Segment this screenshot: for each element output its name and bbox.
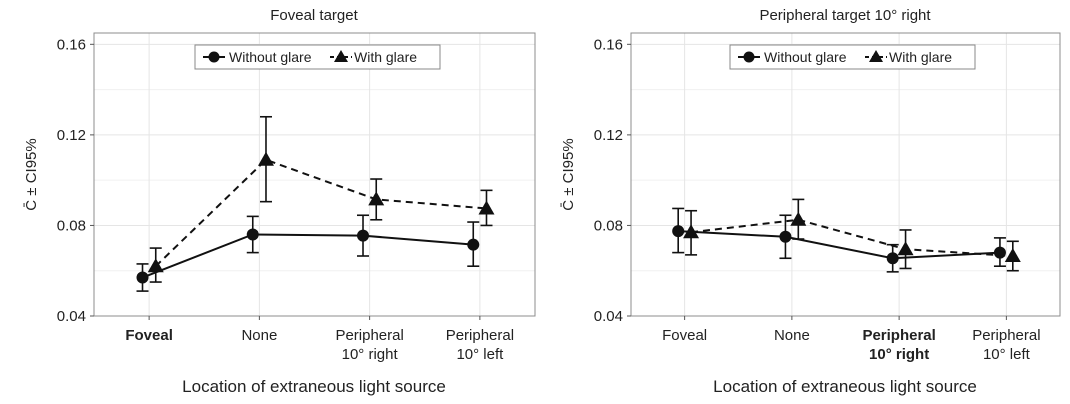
- chart-title: Foveal target: [270, 7, 358, 24]
- data-point-circle: [246, 228, 259, 241]
- legend: Without glare With glare: [729, 44, 976, 70]
- y-tick-label: 0.04: [57, 308, 86, 325]
- chart-panel-1: 0.04 0.08 0.12 0.16 Foveal None Peripheral 10° …: [23, 7, 536, 396]
- x-tick-label: Foveal: [125, 327, 173, 344]
- legend-box: [729, 44, 976, 70]
- x-axis-label: Location of extraneous light source: [713, 377, 977, 396]
- y-tick-label: 0.08: [57, 217, 86, 234]
- x-tick-label: Peripheral: [862, 327, 935, 344]
- data-point-triangle: [147, 258, 164, 273]
- x-tick-label: 10° left: [456, 346, 504, 363]
- data-point-triangle: [790, 211, 807, 226]
- x-tick-label: 10° right: [342, 346, 399, 363]
- data-point-triangle: [683, 224, 700, 239]
- data-point-triangle: [1004, 248, 1021, 263]
- data-point-circle: [136, 271, 149, 284]
- legend-label: With glare: [889, 49, 952, 65]
- x-tick-label: None: [774, 327, 810, 344]
- series-with-glare: [683, 198, 1021, 272]
- legend: Without glare With glare: [194, 44, 441, 70]
- plot-border: [630, 32, 1061, 317]
- plot-border: [93, 32, 536, 317]
- series-line: [690, 218, 1013, 258]
- legend-marker-triangle: [334, 50, 348, 62]
- x-tick-label: Peripheral: [972, 327, 1040, 344]
- data-point-circle: [886, 252, 899, 265]
- data-point-triangle: [897, 241, 914, 256]
- y-tick-label: 0.16: [594, 36, 623, 53]
- series-line: [678, 230, 1000, 260]
- data-point-triangle: [368, 191, 385, 206]
- data-point-circle: [993, 246, 1006, 259]
- legend-label: With glare: [354, 49, 417, 65]
- series-line: [142, 233, 474, 279]
- x-tick-label: 10° right: [869, 346, 929, 363]
- data-point-circle: [467, 238, 480, 251]
- x-tick-label: Foveal: [662, 327, 707, 344]
- y-tick-label: 0.16: [57, 36, 86, 53]
- x-axis-label: Location of extraneous light source: [182, 377, 446, 396]
- chart-title: Peripheral target 10° right: [759, 7, 931, 24]
- series-line: [155, 158, 487, 267]
- data-point-triangle: [478, 200, 495, 215]
- y-axis-label: C̄ ± CI95%: [23, 138, 40, 210]
- data-point-triangle: [257, 151, 274, 166]
- chart-panel-2: 0.04 0.08 0.12 0.16 Foveal None Peripheral 10° …: [560, 7, 1061, 396]
- x-tick-label: Peripheral: [335, 327, 403, 344]
- y-axis-label: C̄ ± CI95%: [560, 138, 577, 210]
- legend-label: Without glare: [229, 49, 312, 65]
- x-tick-label: Peripheral: [446, 327, 514, 344]
- plot-area: [631, 33, 1060, 316]
- y-tick-label: 0.12: [57, 127, 86, 144]
- data-point-circle: [672, 225, 685, 238]
- series-without-glare: [672, 207, 1006, 273]
- legend-marker-triangle: [869, 50, 883, 62]
- y-tick-label: 0.04: [594, 308, 623, 325]
- legend-marker-circle: [208, 51, 220, 63]
- x-tick-label: None: [241, 327, 277, 344]
- legend-box: [194, 44, 441, 70]
- y-tick-label: 0.08: [594, 217, 623, 234]
- x-tick-label: 10° left: [983, 346, 1031, 363]
- y-tick-label: 0.12: [594, 127, 623, 144]
- data-point-circle: [357, 229, 370, 242]
- series-with-glare: [147, 115, 495, 283]
- plot-area: [94, 33, 535, 316]
- data-point-circle: [779, 230, 792, 243]
- legend-marker-circle: [743, 51, 755, 63]
- legend-label: Without glare: [764, 49, 847, 65]
- series-without-glare: [136, 214, 480, 292]
